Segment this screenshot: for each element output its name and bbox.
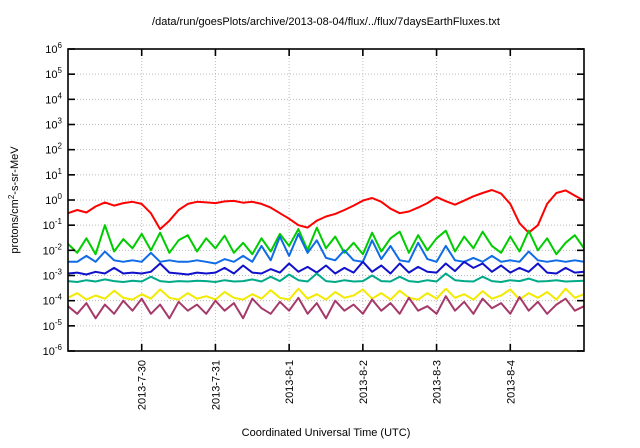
data-series: [68, 189, 584, 320]
y-tick-label: 10-4: [43, 293, 63, 308]
axis-ticks: [68, 48, 584, 352]
y-tick-label: 10-3: [43, 268, 63, 283]
x-tick-label: 2013-7-31: [210, 360, 222, 410]
y-tick-labels: 106 105 104 103 102 101 100 10-1 10-2 10-3 10-4 10-…: [43, 41, 63, 358]
x-tick-label: 2013-8-4: [505, 360, 517, 404]
y-tick-label: 104: [45, 91, 62, 106]
series-yellow-channel-line: [68, 287, 584, 301]
y-tick-label: 103: [45, 117, 62, 132]
x-tick-label: 2013-8-1: [284, 360, 296, 404]
y-tick-label: 10-5: [43, 318, 63, 333]
y-tick-label: 101: [45, 167, 62, 182]
series-darkblue-channel-line: [68, 260, 584, 276]
x-tick-labels: 2013-7-30 2013-7-31 2013-8-1 2013-8-2 2013-8…: [137, 360, 518, 410]
y-tick-label: 106: [45, 41, 62, 56]
x-tick-label: 2013-8-2: [358, 360, 370, 404]
y-tick-label: 100: [45, 192, 62, 207]
y-axis-label: protons/cm2-s-sr-MeV: [7, 146, 21, 254]
y-tick-label: 10-2: [43, 242, 63, 257]
series-green-channel-line: [68, 224, 584, 256]
series-red-channel-line: [68, 189, 584, 234]
y-tick-label: 10-1: [43, 217, 63, 232]
chart-title: /data/run/goesPlots/archive/2013-08-04/f…: [152, 16, 500, 28]
series-lightblue-channel-line: [68, 232, 584, 265]
x-tick-label: 2013-7-30: [137, 360, 149, 410]
y-tick-label: 105: [45, 66, 62, 81]
y-tick-label: 10-6: [43, 343, 63, 358]
series-teal-channel-line: [68, 272, 584, 283]
series-maroon-channel-line: [68, 295, 584, 320]
y-tick-label: 102: [45, 142, 62, 157]
x-axis-label: Coordinated Universal Time (UTC): [242, 427, 411, 439]
x-tick-label: 2013-8-3: [432, 360, 444, 404]
